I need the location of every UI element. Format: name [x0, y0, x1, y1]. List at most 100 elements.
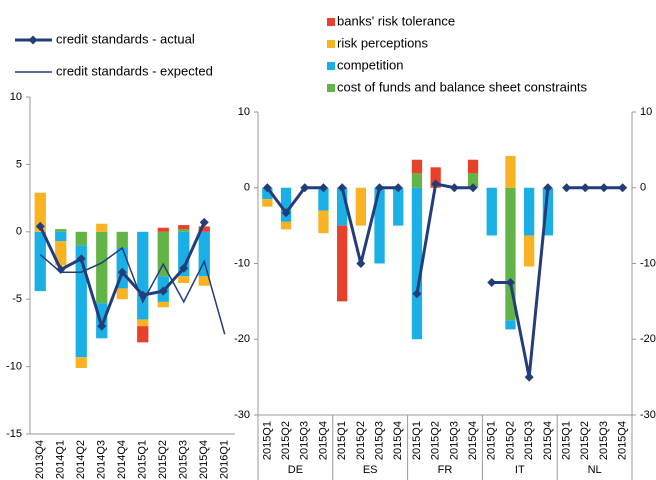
y-tick-label: 5	[16, 158, 22, 170]
line-marker	[158, 286, 168, 296]
line-marker	[393, 183, 403, 193]
y-tick-label: -15	[6, 428, 22, 440]
legend-label: credit standards - expected	[56, 63, 213, 78]
line-marker	[117, 267, 127, 277]
bar-segment	[411, 159, 423, 174]
bar-segment	[116, 231, 128, 248]
y-tick-label: 10	[238, 106, 250, 118]
bar-segment	[198, 226, 210, 232]
x-tick-label: 2014Q4	[116, 440, 128, 479]
x-tick-label: 2013Q4	[34, 440, 46, 479]
bar-segment	[96, 303, 108, 339]
line-marker	[375, 183, 385, 193]
bar-segment	[262, 199, 273, 207]
x-tick-label: 2015Q1	[336, 421, 348, 460]
bar-segment	[198, 231, 210, 277]
x-tick-label: 2014Q1	[55, 440, 67, 479]
legend-swatch	[327, 84, 335, 92]
bar-segment	[505, 320, 516, 330]
y-tick-label: -10	[6, 361, 22, 373]
bar-segment	[467, 159, 479, 174]
line-marker	[449, 183, 459, 193]
y2-tick-label: -30	[640, 409, 656, 421]
bar-segment	[55, 241, 67, 266]
bar-segment	[393, 187, 404, 226]
x-tick-label: 2015Q2	[504, 421, 516, 460]
bar-segment	[430, 167, 441, 188]
line-marker	[524, 372, 534, 382]
line-marker	[468, 183, 478, 193]
bar-segment	[337, 187, 348, 226]
bar-segment	[178, 276, 190, 284]
x-tick-label: 2015Q3	[448, 421, 460, 460]
bar-segment	[318, 187, 329, 211]
y-tick-label: -10	[234, 257, 250, 269]
bar-segment	[280, 187, 292, 222]
bar-segment	[198, 276, 210, 286]
bar-segment	[178, 231, 190, 277]
bar-segment	[96, 223, 108, 232]
legend-swatch	[327, 18, 335, 26]
line-marker	[487, 277, 497, 287]
legend-label: credit standards - actual	[56, 31, 195, 46]
bar-segment	[116, 288, 128, 300]
y-tick-label: 0	[244, 182, 250, 194]
line-series	[415, 182, 474, 295]
bar-segment	[137, 231, 149, 320]
y-tick-label: -5	[12, 293, 22, 305]
x-tick-label: 2015Q3	[523, 421, 535, 460]
line-series	[340, 186, 399, 264]
line-marker	[179, 263, 189, 273]
x-tick-label: 2014Q2	[75, 440, 87, 479]
line-marker	[199, 217, 209, 227]
bar-segment	[137, 319, 149, 327]
y2-tick-label: 10	[640, 106, 652, 118]
bar-segment	[337, 225, 348, 302]
x-tick-label: 2015Q2	[355, 421, 367, 460]
line-marker	[580, 183, 590, 193]
line-marker	[599, 183, 609, 193]
y-tick-label: -30	[234, 409, 250, 421]
bar-segment	[262, 187, 273, 200]
legend-label: cost of funds and balance sheet constrai…	[337, 79, 588, 94]
bar-segment	[96, 231, 108, 304]
line-marker	[505, 277, 515, 287]
bar-segment	[75, 231, 87, 246]
line-marker	[262, 183, 272, 193]
x-tick-label: 2015Q3	[299, 421, 311, 460]
line-series	[491, 187, 550, 378]
y-tick-label: 10	[10, 91, 22, 103]
y-tick-label: 0	[16, 226, 22, 238]
line-series	[39, 246, 226, 335]
bar-segment	[374, 187, 385, 264]
line-marker	[356, 259, 366, 268]
legend-label: competition	[337, 57, 403, 72]
x-tick-label: 2015Q2	[280, 421, 292, 460]
bar-segment	[505, 187, 516, 321]
group-label: FR	[438, 464, 453, 476]
y2-tick-label: -20	[640, 333, 656, 345]
bar-segment	[486, 187, 497, 236]
bar-segment	[157, 301, 169, 308]
bar-segment	[34, 192, 46, 232]
x-tick-label: 2015Q4	[317, 421, 329, 460]
x-tick-label: 2015Q3	[373, 421, 385, 460]
bar-segment	[411, 187, 423, 340]
line-marker	[618, 183, 628, 193]
x-tick-label: 2015Q4	[617, 421, 629, 460]
group-label: ES	[363, 464, 378, 476]
bar-segment	[318, 210, 329, 234]
bar-segment	[75, 357, 87, 368]
bar-segment	[411, 173, 423, 188]
x-tick-label: 2015Q4	[392, 421, 404, 460]
x-tick-label: 2015Q1	[261, 421, 273, 460]
legend-marker	[28, 35, 38, 45]
line-marker	[412, 289, 422, 299]
x-tick-label: 2015Q1	[486, 421, 498, 460]
y-tick-label: -20	[234, 333, 250, 345]
legend-label: risk perceptions	[337, 35, 429, 50]
x-tick-label: 2015Q1	[560, 421, 572, 460]
bar-segment	[55, 231, 67, 242]
x-tick-label: 2015Q4	[542, 421, 554, 460]
